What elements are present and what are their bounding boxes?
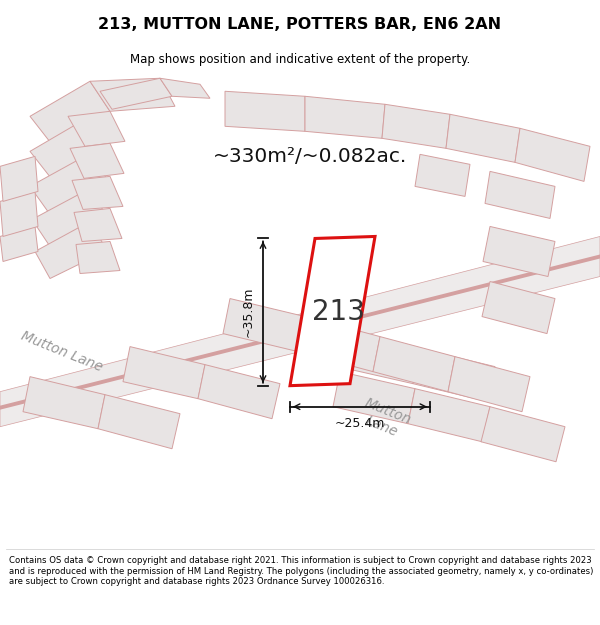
Text: ~25.4m: ~25.4m bbox=[335, 417, 385, 430]
Polygon shape bbox=[98, 394, 180, 449]
Polygon shape bbox=[415, 154, 470, 196]
Polygon shape bbox=[446, 114, 520, 162]
Polygon shape bbox=[482, 281, 555, 334]
Text: Contains OS data © Crown copyright and database right 2021. This information is : Contains OS data © Crown copyright and d… bbox=[9, 556, 593, 586]
Polygon shape bbox=[305, 96, 385, 138]
Polygon shape bbox=[408, 389, 490, 442]
Polygon shape bbox=[223, 299, 305, 352]
Polygon shape bbox=[515, 128, 590, 181]
Polygon shape bbox=[448, 357, 530, 412]
Text: ~330m²/~0.082ac.: ~330m²/~0.082ac. bbox=[213, 147, 407, 166]
Text: Mutton Lane: Mutton Lane bbox=[19, 329, 105, 374]
Polygon shape bbox=[0, 191, 38, 236]
Polygon shape bbox=[23, 377, 105, 429]
Text: Mutton
Lane: Mutton Lane bbox=[356, 396, 413, 442]
Polygon shape bbox=[0, 156, 38, 201]
Polygon shape bbox=[123, 347, 205, 399]
Polygon shape bbox=[70, 143, 124, 178]
Polygon shape bbox=[225, 91, 305, 131]
Polygon shape bbox=[72, 176, 123, 209]
Polygon shape bbox=[160, 78, 210, 98]
Polygon shape bbox=[290, 236, 375, 386]
Polygon shape bbox=[76, 241, 120, 274]
Polygon shape bbox=[30, 153, 110, 214]
Polygon shape bbox=[373, 337, 455, 392]
Polygon shape bbox=[90, 78, 175, 111]
Polygon shape bbox=[68, 111, 125, 146]
Polygon shape bbox=[481, 407, 565, 462]
Polygon shape bbox=[35, 221, 107, 279]
Polygon shape bbox=[74, 208, 122, 241]
Text: ~35.8m: ~35.8m bbox=[242, 287, 255, 338]
Polygon shape bbox=[382, 104, 450, 148]
Polygon shape bbox=[483, 226, 555, 276]
Polygon shape bbox=[198, 364, 280, 419]
Polygon shape bbox=[32, 188, 108, 246]
Polygon shape bbox=[0, 226, 38, 261]
Polygon shape bbox=[298, 317, 380, 372]
Polygon shape bbox=[30, 116, 110, 179]
Polygon shape bbox=[338, 332, 420, 384]
Polygon shape bbox=[0, 236, 600, 427]
Polygon shape bbox=[485, 171, 555, 219]
Polygon shape bbox=[100, 78, 172, 109]
Polygon shape bbox=[30, 81, 110, 148]
Text: 213: 213 bbox=[311, 298, 365, 326]
Polygon shape bbox=[413, 349, 495, 402]
Text: Map shows position and indicative extent of the property.: Map shows position and indicative extent… bbox=[130, 53, 470, 66]
Polygon shape bbox=[0, 254, 600, 410]
Text: 213, MUTTON LANE, POTTERS BAR, EN6 2AN: 213, MUTTON LANE, POTTERS BAR, EN6 2AN bbox=[98, 17, 502, 32]
Polygon shape bbox=[333, 372, 415, 424]
